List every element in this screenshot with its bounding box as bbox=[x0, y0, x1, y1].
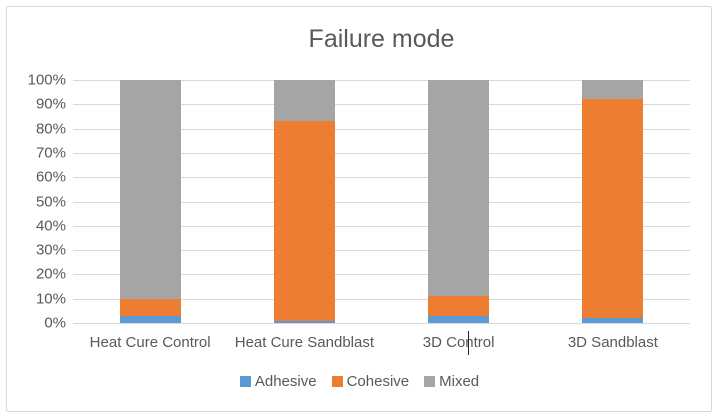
y-tick-label-60: 60% bbox=[35, 168, 66, 186]
legend-swatch-adhesive-icon bbox=[239, 376, 251, 387]
legend-item-cohesive[interactable]: Cohesive bbox=[331, 373, 410, 390]
y-tick-label-40: 40% bbox=[35, 217, 66, 235]
bar-3d-sandblast bbox=[582, 80, 644, 323]
category-label-heat-cure-control: Heat Cure Control bbox=[89, 334, 211, 351]
legend: Adhesive Cohesive Mixed bbox=[0, 373, 719, 390]
legend-item-mixed[interactable]: Mixed bbox=[424, 373, 479, 390]
gridline-50 bbox=[73, 201, 690, 203]
gridline-10 bbox=[73, 298, 690, 300]
y-tick-label-10: 10% bbox=[35, 290, 66, 308]
segment-adhesive-3d-sandblast[interactable] bbox=[582, 318, 644, 323]
segment-adhesive-heat-cure-sandblast[interactable] bbox=[273, 320, 335, 323]
text-cursor bbox=[467, 331, 469, 355]
y-tick-label-70: 70% bbox=[35, 144, 66, 162]
x-axis-line bbox=[73, 323, 690, 324]
y-tick-label-20: 20% bbox=[35, 265, 66, 283]
bar-3d-control bbox=[428, 80, 490, 323]
legend-label-adhesive: Adhesive bbox=[254, 373, 317, 390]
chart-title[interactable]: Failure mode bbox=[308, 25, 455, 53]
segment-cohesive-3d-sandblast[interactable] bbox=[582, 99, 644, 319]
segment-mixed-heat-cure-control[interactable] bbox=[119, 80, 181, 299]
bar-heat-cure-sandblast bbox=[273, 80, 335, 323]
gridline-30 bbox=[73, 250, 690, 252]
segment-cohesive-heat-cure-control[interactable] bbox=[119, 298, 181, 316]
legend-label-cohesive: Cohesive bbox=[346, 373, 410, 390]
chart-area-border bbox=[6, 6, 712, 412]
segment-cohesive-3d-control[interactable] bbox=[428, 296, 490, 316]
segment-mixed-3d-sandblast[interactable] bbox=[582, 80, 644, 100]
gridline-80 bbox=[73, 128, 690, 130]
legend-item-adhesive[interactable]: Adhesive bbox=[239, 373, 317, 390]
y-tick-label-80: 80% bbox=[35, 120, 66, 138]
y-tick-label-90: 90% bbox=[35, 95, 66, 113]
y-tick-label-50: 50% bbox=[35, 193, 66, 210]
gridline-100 bbox=[73, 80, 690, 81]
x-axis: Heat Cure Control Heat Cure Sandblast 3D C… bbox=[73, 331, 690, 355]
y-axis: 0% 10% 20% 30% 40% 50% 60% 70% 80% 90% 100% bbox=[0, 72, 66, 332]
y-tick-label-100: 100% bbox=[27, 71, 66, 89]
category-label-3d-sandblast: 3D Sandblast bbox=[567, 334, 658, 351]
gridline-40 bbox=[73, 225, 690, 227]
y-tick-label-30: 30% bbox=[35, 241, 66, 259]
segment-mixed-3d-control[interactable] bbox=[428, 80, 490, 297]
y-tick-label-0: 0% bbox=[44, 314, 66, 332]
category-label-3d-control: 3D Control bbox=[382, 331, 536, 355]
gridline-60 bbox=[73, 177, 690, 179]
plot-area bbox=[73, 80, 690, 324]
gridline-20 bbox=[73, 274, 690, 276]
legend-label-mixed: Mixed bbox=[439, 373, 480, 390]
segment-cohesive-heat-cure-sandblast[interactable] bbox=[273, 121, 335, 321]
segment-adhesive-heat-cure-control[interactable] bbox=[119, 315, 181, 323]
legend-swatch-mixed-icon bbox=[424, 376, 436, 387]
category-label-heat-cure-sandblast: Heat Cure Sandblast bbox=[234, 334, 374, 351]
segment-adhesive-3d-control[interactable] bbox=[428, 315, 490, 323]
gridline-90 bbox=[73, 104, 690, 106]
bar-heat-cure-control bbox=[119, 80, 181, 323]
legend-swatch-cohesive-icon bbox=[331, 376, 343, 387]
segment-mixed-heat-cure-sandblast[interactable] bbox=[273, 80, 335, 122]
gridline-70 bbox=[73, 152, 690, 154]
